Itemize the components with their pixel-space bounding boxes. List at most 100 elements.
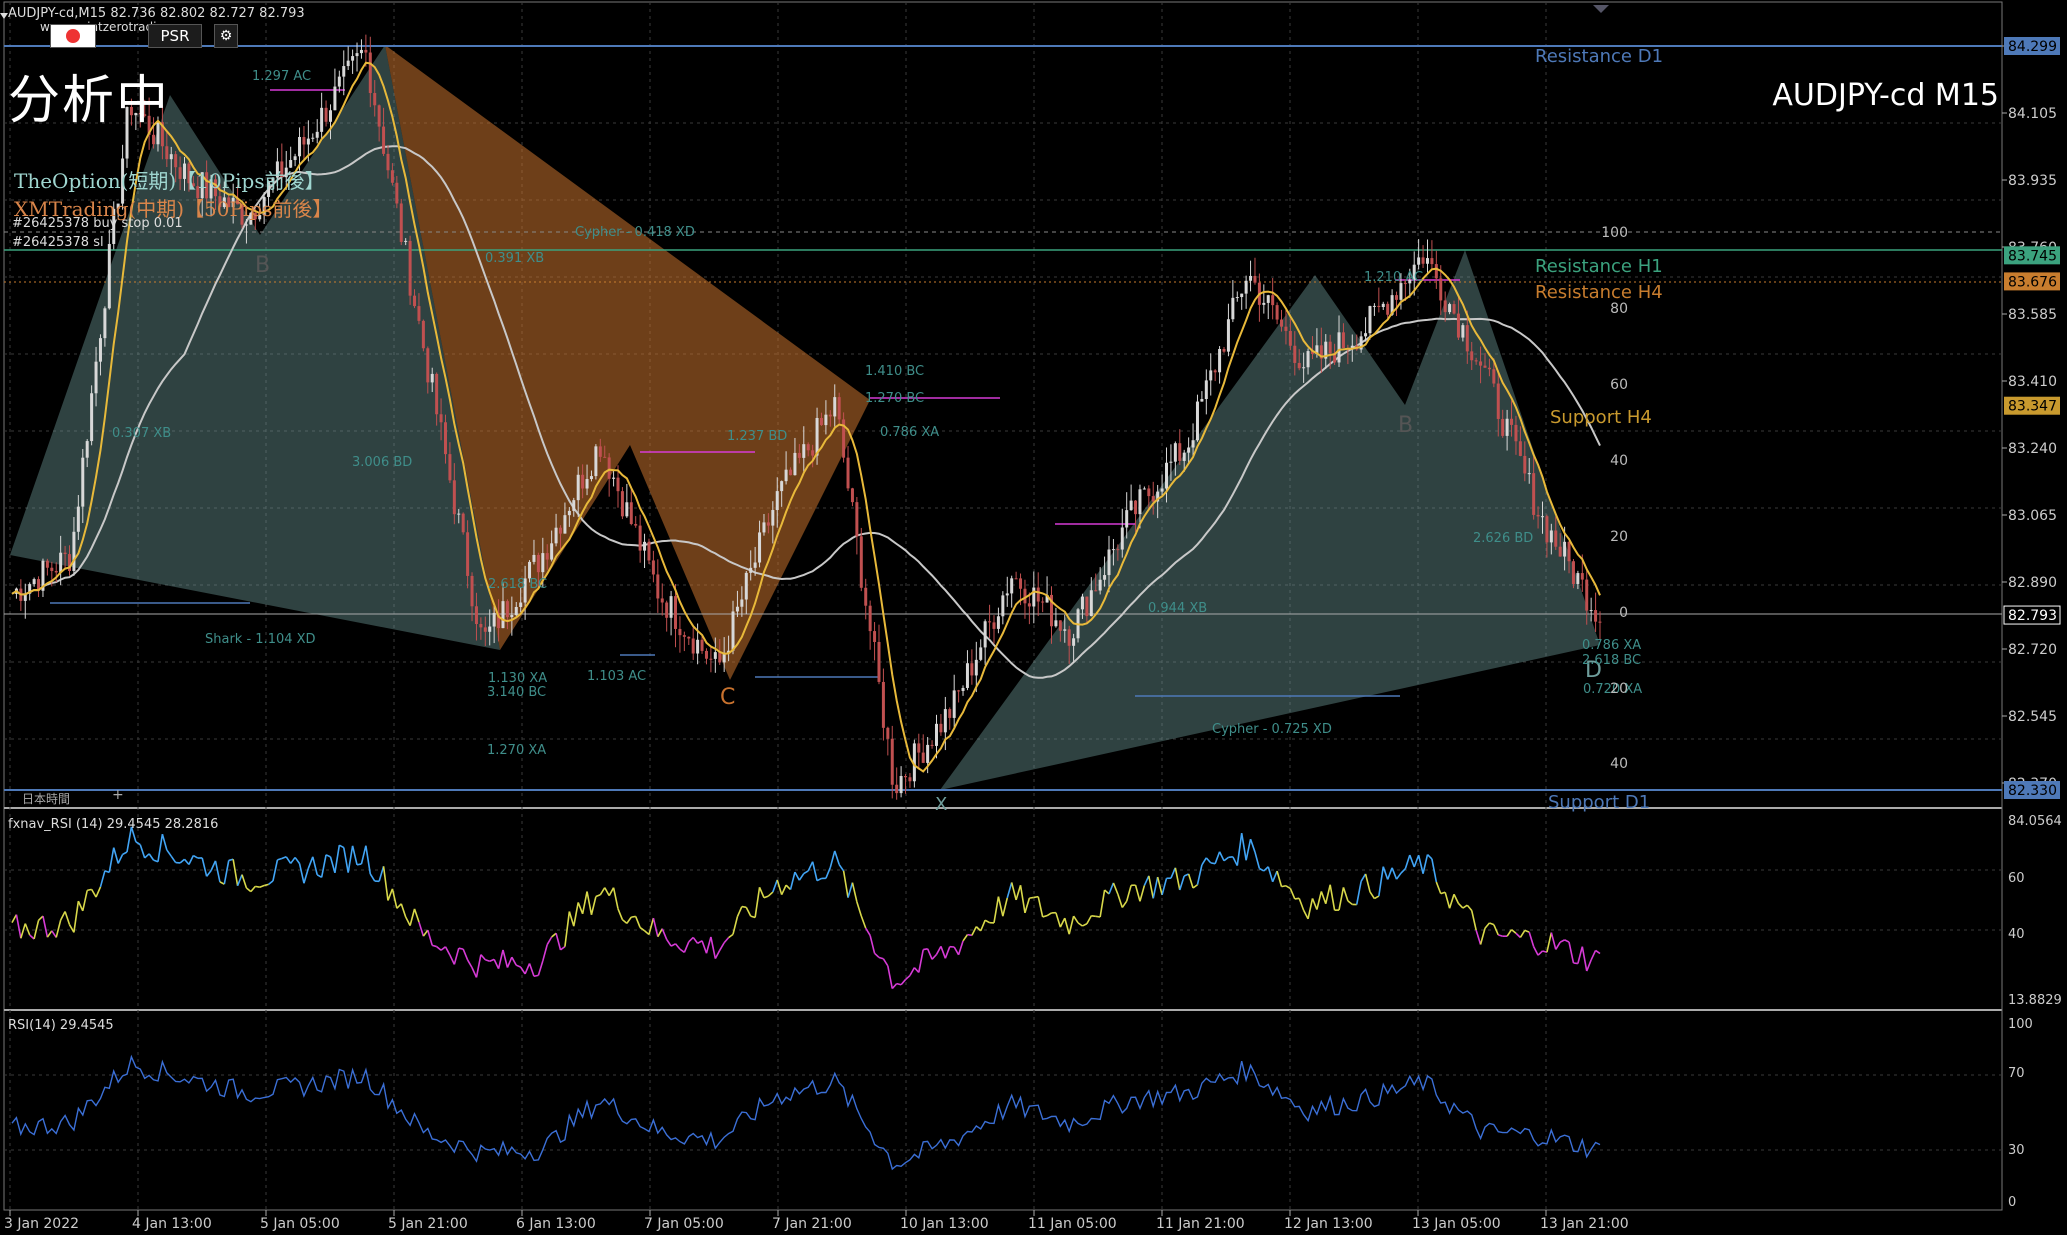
candle-body	[1289, 331, 1292, 346]
harmonic-label-0: 1.297 AC	[252, 69, 311, 84]
candle-body	[1523, 456, 1526, 474]
add-tab-button[interactable]: +	[112, 787, 124, 803]
harmonic-label-7: 1.270 XA	[487, 743, 546, 758]
candle-body	[935, 724, 938, 746]
candle-body	[152, 135, 155, 144]
candle-body	[338, 77, 341, 87]
candle-body	[1514, 425, 1517, 441]
candle-body	[851, 488, 854, 502]
candle-body	[962, 688, 965, 691]
harmonic-label-12: 1.410 BC	[865, 364, 924, 379]
main-scale-label-7: 40	[1610, 756, 1628, 772]
record-button[interactable]	[50, 24, 96, 48]
candle-body	[860, 536, 863, 587]
candle-body	[877, 642, 880, 682]
candle-body	[709, 659, 712, 660]
candle-body	[705, 651, 708, 659]
candle-body	[77, 507, 80, 532]
candle-body	[594, 446, 597, 476]
candle-body	[1368, 306, 1371, 333]
candle-body	[762, 522, 765, 532]
main-scale-label-5: 0	[1619, 605, 1628, 621]
candle-body	[1541, 516, 1544, 517]
candle-body	[1342, 332, 1345, 348]
candle-body	[647, 542, 650, 561]
candle-body	[1262, 303, 1265, 305]
candle-body	[1178, 443, 1181, 461]
candle-body	[311, 138, 314, 139]
candle-body	[417, 306, 420, 321]
candle-body	[758, 532, 761, 562]
candle-body	[373, 93, 376, 105]
candle-body	[245, 225, 248, 226]
candle-body	[1245, 281, 1248, 294]
candle-body	[745, 573, 748, 600]
candle-body	[1085, 597, 1088, 616]
scroll-marker-icon[interactable]	[1593, 0, 1609, 19]
candle-body	[466, 532, 469, 576]
candle-body	[922, 753, 925, 763]
candle-body	[563, 515, 566, 533]
time-label-2: 5 Jan 05:00	[260, 1216, 340, 1231]
candle-body	[546, 553, 549, 560]
candle-body	[1479, 361, 1482, 365]
candle-body	[1302, 367, 1305, 368]
candle-body	[46, 561, 49, 568]
candle-body	[108, 244, 111, 308]
candle-body	[1280, 320, 1283, 327]
candle-body	[701, 640, 704, 651]
candle-body	[1227, 319, 1230, 351]
candle-body	[302, 137, 305, 145]
order-sl[interactable]: #26425378 sl	[12, 235, 104, 250]
nav-rsi-segment	[87, 889, 91, 890]
candle-body	[833, 397, 836, 416]
candle-body	[1134, 501, 1137, 515]
candle-body	[1187, 448, 1190, 453]
nav-rsi-segment	[459, 948, 463, 949]
candle-body	[1001, 595, 1004, 616]
candle-body	[882, 682, 885, 728]
candle-body	[1307, 351, 1310, 367]
candle-body	[617, 478, 620, 492]
candle-body	[1169, 462, 1172, 463]
main-scale-label-0: 100	[1601, 225, 1628, 241]
candle-body	[1271, 295, 1274, 305]
resistance-h4-label: Resistance H4	[1535, 282, 1663, 303]
candle-body	[811, 450, 814, 455]
chart-symbol-title: AUDJPY-cd M15	[1772, 78, 1999, 113]
candle-body	[307, 139, 310, 145]
nav-rsi-segment	[432, 945, 436, 946]
candle-body	[1519, 441, 1522, 456]
candle-body	[1576, 573, 1579, 584]
candle-body	[1138, 489, 1141, 514]
menu-triangle-icon[interactable]	[0, 6, 8, 14]
rsi-axis-2: 30	[2008, 1143, 2025, 1158]
candle-body	[1590, 610, 1593, 611]
candle-body	[754, 563, 757, 568]
candle-body	[1192, 440, 1195, 447]
settings-button[interactable]: ⚙	[214, 24, 238, 48]
candle-body	[608, 457, 611, 478]
point-b-2: B	[1398, 413, 1413, 438]
candle-body	[1099, 580, 1102, 591]
psr-button[interactable]: PSR	[148, 24, 202, 48]
candle-body	[1196, 402, 1199, 441]
candle-body	[59, 553, 62, 573]
candle-body	[1103, 575, 1106, 580]
candle-body	[988, 621, 991, 622]
candle-body	[1231, 298, 1234, 319]
candle-body	[1568, 542, 1571, 561]
order-buystop[interactable]: #26425378 buy stop 0.01	[12, 216, 183, 231]
candle-body	[696, 640, 699, 654]
candle-body	[1506, 419, 1509, 436]
resistance-d1-label: Resistance D1	[1535, 46, 1663, 67]
candle-body	[1545, 516, 1548, 542]
price-tag-4: 82.793	[2008, 608, 2057, 624]
nav-rsi-axis-0: 84.0564	[2008, 814, 2062, 829]
nav-rsi-segment	[897, 984, 901, 985]
rsi-axis-1: 70	[2008, 1066, 2025, 1081]
candle-body	[493, 613, 496, 627]
timezone-tab[interactable]: 日本時間	[22, 790, 70, 807]
candle-body	[1572, 561, 1575, 584]
candle-body	[1218, 349, 1221, 372]
